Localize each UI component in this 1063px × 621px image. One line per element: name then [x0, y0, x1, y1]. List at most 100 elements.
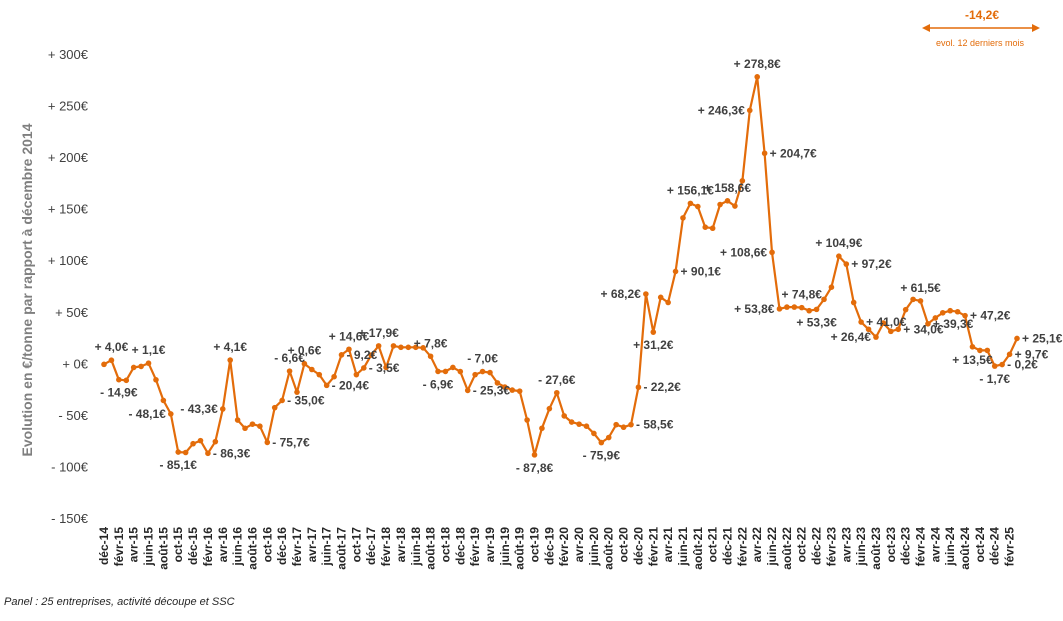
data-point — [494, 380, 501, 386]
x-tick-label: août-15 — [156, 527, 170, 570]
y-tick-label: + 0€ — [62, 356, 88, 371]
data-point — [732, 203, 738, 209]
x-tick-label: févr-21 — [646, 527, 660, 567]
x-tick-label: août-24 — [958, 527, 972, 570]
data-point — [553, 389, 560, 396]
data-point — [435, 368, 441, 375]
data-point — [116, 376, 122, 383]
data-point — [598, 439, 605, 446]
x-tick-label: juin-20 — [587, 527, 601, 567]
data-point — [858, 319, 864, 325]
series-path — [103, 75, 1018, 456]
data-point — [672, 268, 679, 275]
data-label: + 156,1€ — [667, 183, 714, 197]
data-point — [145, 360, 152, 366]
x-tick-label: août-22 — [780, 527, 794, 570]
x-tick-label: févr-24 — [914, 527, 928, 567]
data-label: + 9,7€ — [1015, 347, 1049, 361]
data-point — [509, 387, 516, 393]
data-label: + 14,6€ — [329, 329, 370, 343]
x-axis: déc-14 févr-15 avr-15 juin-15 août-15 oct-15 d… — [97, 527, 1017, 570]
data-point — [257, 423, 263, 430]
x-tick-label: avr-20 — [572, 527, 586, 563]
data-point — [828, 284, 835, 291]
data-point — [628, 421, 634, 428]
data-point — [375, 343, 382, 349]
x-tick-label: juin-21 — [676, 527, 690, 567]
data-point — [279, 397, 285, 404]
data-label: + 13,5€ — [952, 353, 993, 367]
data-point — [791, 304, 798, 310]
data-point — [850, 299, 857, 306]
data-label: + 90,1€ — [681, 264, 722, 278]
data-point — [286, 368, 293, 374]
data-point — [709, 225, 716, 232]
data-point — [323, 382, 330, 389]
data-label: - 86,3€ — [213, 446, 251, 460]
x-tick-label: déc-16 — [275, 527, 289, 565]
data-label: - 35,0€ — [287, 393, 325, 407]
data-label: - 85,1€ — [160, 458, 198, 472]
data-point — [865, 326, 872, 333]
x-tick-label: oct-22 — [795, 527, 809, 563]
data-point — [539, 425, 545, 432]
data-point — [695, 203, 701, 210]
x-tick-label: déc-19 — [542, 527, 556, 565]
data-point — [234, 417, 241, 423]
data-point — [442, 368, 449, 375]
x-tick-label: déc-15 — [186, 527, 200, 565]
x-tick-label: févr-15 — [112, 527, 126, 567]
y-axis: + 300€ + 250€ + 200€ + 150€ + 100€ + 50€ + 0€ -… — [48, 47, 89, 526]
data-label: - 9,2€ — [347, 348, 378, 362]
data-point — [464, 387, 471, 394]
x-tick-label: août-17 — [335, 527, 349, 570]
data-point — [301, 360, 308, 367]
data-label: + 61,5€ — [900, 281, 941, 295]
data-point — [984, 347, 991, 354]
data-point — [1006, 351, 1013, 358]
x-tick-label: déc-24 — [988, 527, 1002, 565]
data-label: - 43,3€ — [180, 402, 218, 416]
data-point — [524, 417, 530, 423]
data-point — [932, 315, 939, 321]
data-point — [242, 425, 248, 432]
data-label: - 7,0€ — [467, 352, 498, 366]
data-label: - 22,2€ — [643, 380, 681, 394]
evolution-value: -14,2€ — [964, 8, 1000, 22]
data-point — [969, 344, 976, 350]
data-label: + 17,9€ — [358, 326, 399, 340]
x-tick-label: août-18 — [424, 527, 438, 570]
data-labels: + 4,0€ - 14,9€ + 1,1€ - 48,1€ - 85,1€ - 86,3€… — [95, 57, 1063, 475]
data-label: - 6,9€ — [423, 377, 454, 391]
data-point — [910, 296, 916, 303]
data-point — [123, 377, 130, 384]
x-tick-label: févr-19 — [468, 527, 482, 567]
x-tick-label: juin-16 — [231, 527, 245, 567]
evolution-arrow — [922, 24, 1040, 32]
data-point — [873, 334, 879, 340]
data-label: - 25,3€ — [473, 383, 511, 397]
data-label: + 53,8€ — [734, 302, 775, 316]
y-tick-label: + 200€ — [48, 150, 89, 165]
data-point — [643, 291, 649, 297]
data-point — [724, 197, 731, 204]
x-tick-label: févr-18 — [379, 527, 393, 567]
x-tick-label: déc-20 — [631, 527, 645, 565]
data-point — [516, 388, 523, 394]
data-label: + 278,8€ — [734, 57, 781, 71]
x-tick-label: févr-17 — [290, 527, 304, 567]
data-point — [197, 437, 204, 444]
data-point — [902, 306, 909, 313]
x-tick-label: oct-20 — [617, 527, 631, 563]
data-point — [405, 344, 412, 351]
data-point — [821, 296, 827, 303]
y-tick-label: - 150€ — [51, 511, 89, 526]
data-label: - 48,1€ — [128, 407, 166, 421]
x-tick-label: oct-21 — [706, 527, 720, 563]
y-tick-label: + 100€ — [48, 253, 89, 268]
x-tick-label: juin-15 — [142, 527, 156, 567]
data-label: + 108,6€ — [720, 245, 767, 259]
x-tick-label: déc-21 — [721, 527, 735, 565]
data-point — [754, 74, 761, 80]
data-label: - 75,9€ — [583, 449, 621, 463]
